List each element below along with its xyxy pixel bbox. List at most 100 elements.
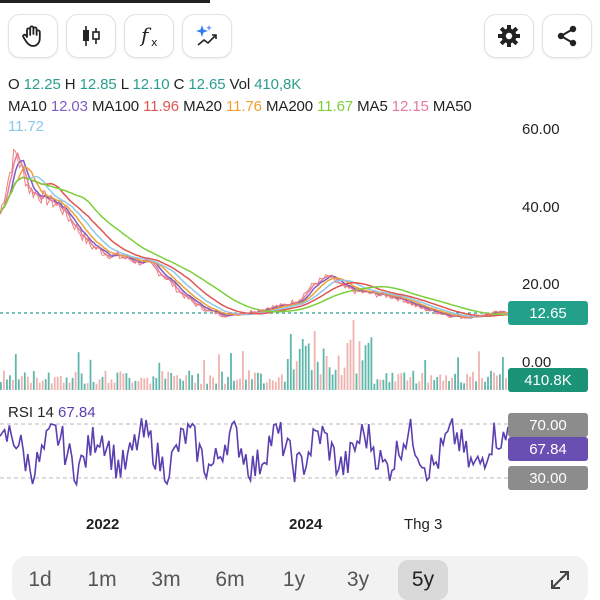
volume-bar xyxy=(409,377,412,390)
volume-bar xyxy=(200,383,202,390)
volume-bar xyxy=(257,372,259,390)
sparkle-chart-icon xyxy=(196,25,217,46)
volume-value: 410,8K xyxy=(254,76,302,93)
volume-bar xyxy=(343,367,346,390)
volume-bar xyxy=(209,375,211,390)
volume-bar xyxy=(38,382,41,390)
volume-bar xyxy=(445,375,447,390)
volume-bar xyxy=(277,377,280,390)
volume-bar xyxy=(418,381,421,390)
volume-bar xyxy=(188,370,191,390)
volume-bar xyxy=(412,370,415,390)
axis-tick-20: 20.00 xyxy=(522,276,560,293)
volume-bar xyxy=(104,370,107,390)
volume-bar xyxy=(379,379,382,390)
range-6m[interactable]: 6m xyxy=(215,568,245,591)
expand-arrows-icon xyxy=(551,571,569,589)
volume-bar xyxy=(158,362,161,390)
volume-bar xyxy=(245,379,247,390)
volume-bar xyxy=(12,380,14,390)
ma50-line xyxy=(0,175,509,318)
volume-bar xyxy=(236,379,238,390)
volume-bar xyxy=(310,370,313,390)
volume-bar xyxy=(32,371,35,390)
range-3m[interactable]: 3m xyxy=(151,568,181,591)
volume-bar xyxy=(164,378,167,390)
range-1m[interactable]: 1m xyxy=(87,568,117,591)
moving-average-lines xyxy=(0,151,509,319)
volume-bar xyxy=(254,372,256,390)
volume-bar xyxy=(337,355,340,390)
volume-bar xyxy=(289,334,292,390)
indicators-button[interactable]: f x xyxy=(124,14,174,58)
volume-bar xyxy=(23,372,26,390)
ma50-label: MA50 xyxy=(432,98,472,115)
volume-bar xyxy=(421,372,424,390)
volume-bar xyxy=(355,373,358,390)
ma200-line xyxy=(0,176,509,316)
expand-button[interactable] xyxy=(546,566,574,594)
volume-bar xyxy=(370,337,373,390)
volume-bar xyxy=(74,371,77,390)
volume-bar xyxy=(134,380,137,390)
volume-bar xyxy=(292,369,295,390)
range-5y[interactable]: 5y xyxy=(398,560,448,600)
volume-bar xyxy=(466,373,468,390)
axis-tick-40: 40.00 xyxy=(522,199,560,216)
ma5-line xyxy=(0,151,509,319)
x-tick-thg3: Thg 3 xyxy=(404,516,442,533)
volume-bar xyxy=(6,379,8,390)
low-label: L xyxy=(120,76,129,93)
rsi-30-badge: 30.00 xyxy=(508,466,588,490)
volume-bar xyxy=(361,360,364,390)
volume-bar xyxy=(394,381,397,390)
volume-bar xyxy=(364,345,367,390)
volume-bar xyxy=(457,357,459,390)
chart-type-button[interactable] xyxy=(66,14,116,58)
ai-analysis-button[interactable] xyxy=(182,14,232,58)
volume-bar xyxy=(304,345,307,390)
volume-bar xyxy=(448,381,450,390)
share-button[interactable] xyxy=(542,14,592,58)
volume-bar xyxy=(319,374,322,390)
volume-bar xyxy=(122,373,125,390)
range-1y[interactable]: 1y xyxy=(282,568,306,591)
ma100-value: 11.96 xyxy=(143,98,180,115)
volume-bar xyxy=(68,382,71,390)
volume-bar xyxy=(242,351,244,390)
volume-bar xyxy=(436,377,439,390)
volume-bar xyxy=(29,382,32,390)
rsi-label: RSI 14 xyxy=(8,404,54,421)
volume-bar xyxy=(475,381,477,390)
ma100-line xyxy=(0,176,509,317)
last-price-badge: 12.65 xyxy=(508,301,588,325)
volume-bar xyxy=(224,383,226,390)
volume-bar xyxy=(260,373,262,390)
volume-bar xyxy=(131,382,134,390)
volume-bar xyxy=(191,375,193,390)
volume-bar xyxy=(442,380,445,390)
range-1d[interactable]: 1d xyxy=(28,568,52,591)
axis-tick-60: 60.00 xyxy=(522,121,560,138)
ohlc-readout: O 12.25 H 12.85 L 12.10 C 12.65 Vol 410,… xyxy=(8,76,301,93)
settings-button[interactable] xyxy=(484,14,534,58)
volume-bar xyxy=(170,372,173,390)
volume-label: Vol xyxy=(229,76,251,93)
ma20-line xyxy=(0,166,508,318)
volume-bar xyxy=(128,378,131,390)
range-3y[interactable]: 3y xyxy=(346,568,370,591)
volume-badge: 410.8K xyxy=(508,368,588,392)
volume-bar xyxy=(116,372,119,390)
volume-bar xyxy=(496,375,498,390)
volume-bar xyxy=(376,379,379,390)
volume-bar xyxy=(460,382,462,390)
volume-bar xyxy=(167,371,170,390)
hand-tool-button[interactable] xyxy=(8,14,58,58)
volume-bar xyxy=(71,377,74,390)
volume-bar xyxy=(194,382,196,390)
volume-bar xyxy=(143,378,146,390)
volume-bar xyxy=(325,356,328,390)
volume-bar xyxy=(400,373,403,390)
volume-bar xyxy=(484,381,486,390)
